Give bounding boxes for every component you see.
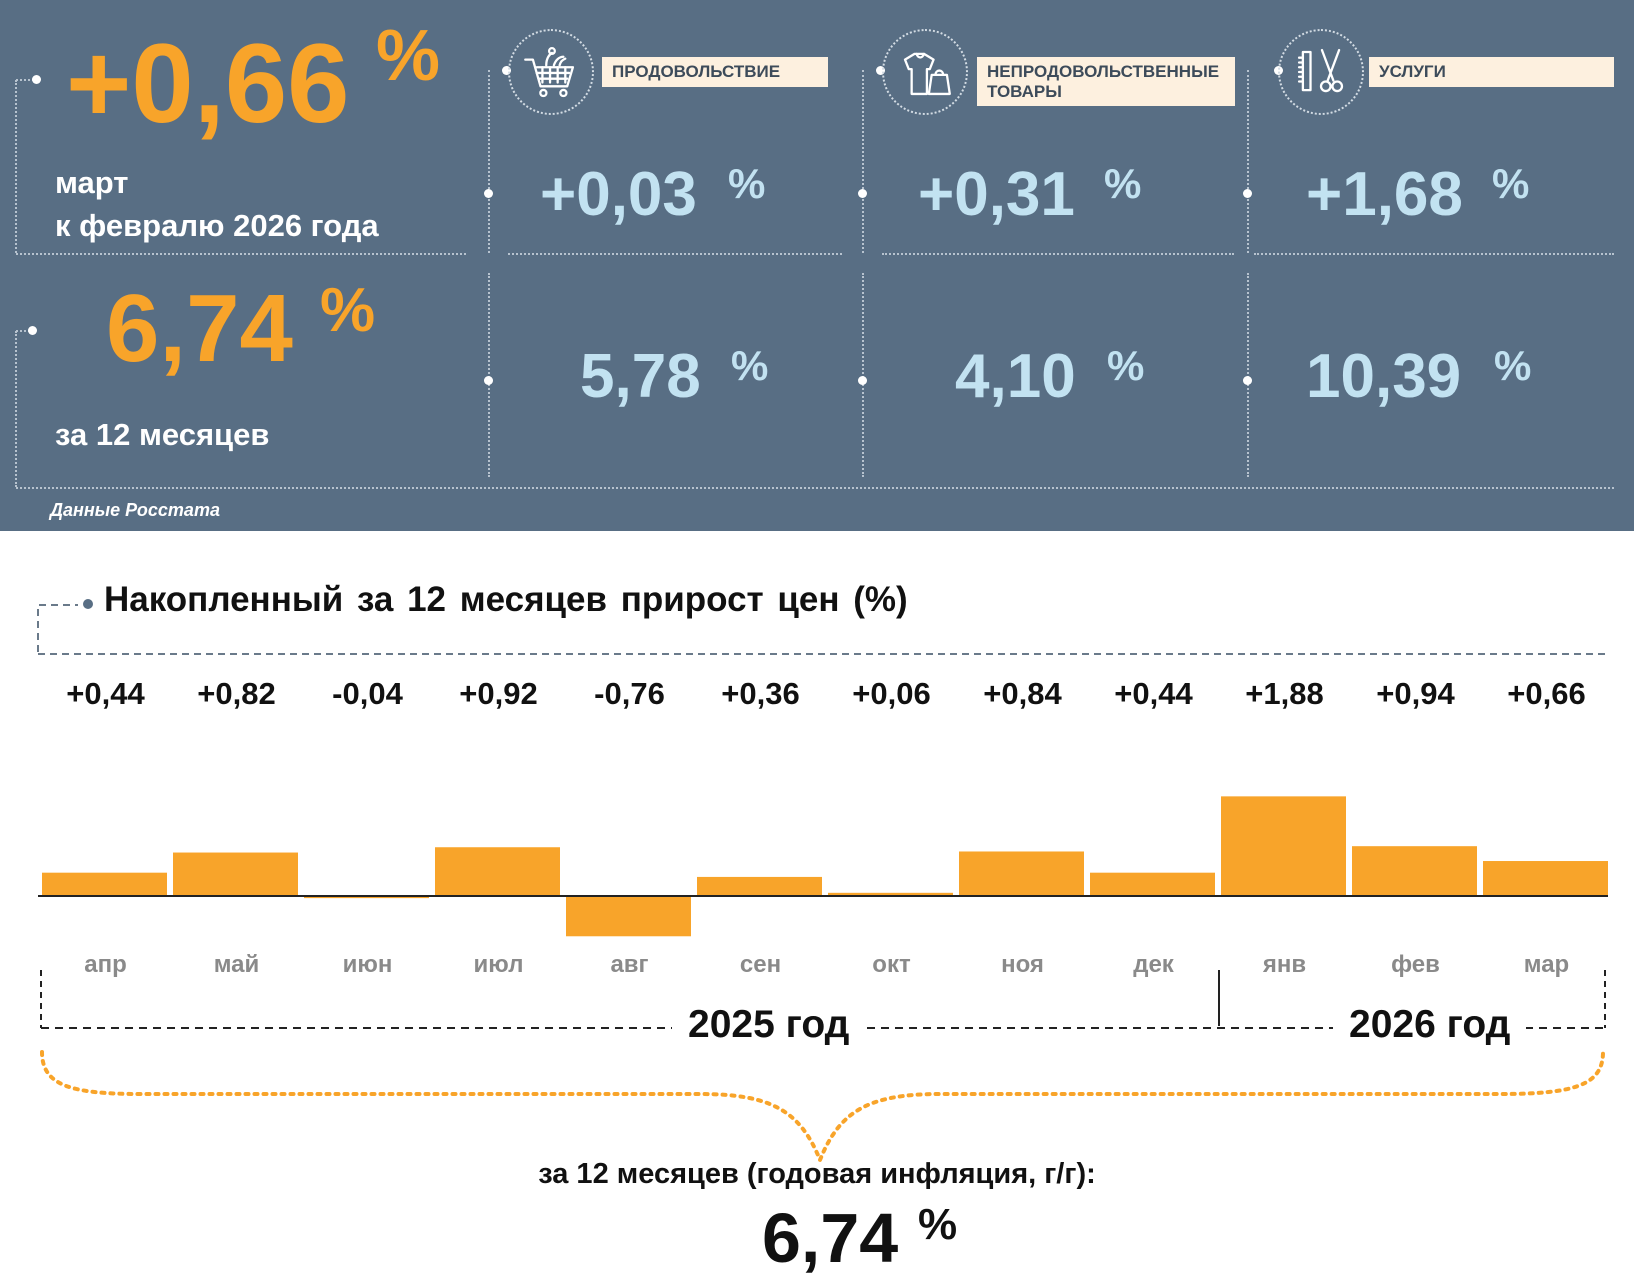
year-label-2025: 2025 год [672,1003,866,1047]
divider [15,80,17,253]
bullet-dot [484,189,493,198]
bullet-dot [1243,189,1252,198]
bar-янв [1221,796,1346,896]
food-annual-unit: % [731,342,769,389]
nonfood-monthly-unit: % [1104,160,1142,207]
nonfood-annual-value: 4,10 [955,342,1076,411]
nonfood-monthly-value: +0,31 [918,160,1075,229]
monthly-value: +0,66 [66,21,350,146]
divider [1247,273,1249,477]
shopping-cart-icon [508,29,594,115]
divider [16,487,1614,489]
annual-unit: % [320,276,376,345]
value-label-дек: +0,44 [1114,676,1193,711]
month-label-авг: авг [610,951,649,978]
value-label-мар: +0,66 [1507,676,1586,711]
month-label-ноя: ноя [1001,951,1044,978]
comb-scissors-icon [1278,29,1364,115]
value-label-окт: +0,06 [852,676,931,711]
divider [862,70,864,253]
divider [1247,70,1249,253]
bullet-dot [876,66,885,75]
services-monthly-value: +1,68 [1306,160,1463,229]
month-label-май: май [213,951,260,978]
services-annual-unit: % [1494,342,1532,389]
food-annual-value: 5,78 [580,342,701,411]
value-label-ноя: +0,84 [983,676,1062,711]
value-label-апр: +0,44 [66,676,145,711]
bar-май [173,852,298,896]
bullet-dot [28,326,37,335]
category-label-services: услуги [1369,57,1614,87]
month-label-июн: июн [342,951,393,978]
value-label-янв: +1,88 [1245,676,1324,711]
bar-июн [304,896,429,899]
summary-brace [40,1050,1605,1166]
divider [15,331,17,487]
bullet-dot [858,376,867,385]
value-label-фев: +0,94 [1376,676,1455,711]
divider [488,273,490,477]
source-note: Данные Росстата [50,500,220,520]
divider [488,70,490,253]
value-label-сен: +0,36 [721,676,800,711]
month-label-окт: окт [872,951,911,978]
bullet-dot [484,376,493,385]
divider [16,330,34,332]
annual-inflation-value: 6,74 [762,1199,899,1277]
bullet-dot [1243,376,1252,385]
divider [882,253,1234,255]
bar-дек [1090,872,1215,896]
bar-сен [697,876,822,896]
annual-caption: за 12 месяцев [55,417,270,452]
month-label-июл: июл [473,951,524,978]
annual-value: 6,74 [106,275,293,382]
title-connector [37,604,78,652]
bar-ноя [959,851,1084,896]
annual-inflation-unit: % [918,1200,958,1249]
category-label-food: продовольствие [602,57,828,87]
bar-авг [566,896,691,937]
bullet-dot [502,66,511,75]
month-label-фев: фев [1391,951,1440,978]
category-label-nonfood: непродовольственные товары [977,57,1235,107]
services-monthly-unit: % [1492,160,1530,207]
bullet-dot [858,189,867,198]
bar-мар [1483,861,1608,896]
bar-июл [435,847,560,896]
clothing-bag-icon [882,29,968,115]
divider [862,273,864,477]
month-label-янв: янв [1262,951,1307,978]
divider [16,79,34,81]
value-label-июн: -0,04 [332,676,403,711]
chart-title: Накопленный за 12 месяцев прирост цен (%… [104,580,908,619]
bar-фев [1352,846,1477,896]
bullet-dot [32,75,41,84]
monthly-caption-line2: к февралю 2026 года [55,208,379,243]
services-annual-value: 10,39 [1306,342,1462,411]
divider [1254,253,1614,255]
summary-panel: +0,66 % март к февралю 2026 года 6,74 % … [0,0,1634,531]
annual-inflation-caption: за 12 месяцев (годовая инфляция, г/г): [538,1158,1096,1190]
value-label-июл: +0,92 [459,676,538,711]
monthly-unit: % [376,16,441,96]
month-label-дек: дек [1133,951,1174,978]
divider [16,253,466,255]
bar-апр [42,872,167,896]
month-label-мар: мар [1523,951,1570,978]
food-monthly-value: +0,03 [540,160,697,229]
month-label-сен: сен [739,951,782,978]
month-label-апр: апр [84,951,127,978]
monthly-caption-line1: март [55,165,129,200]
value-label-май: +0,82 [197,676,276,711]
year-label-2026: 2026 год [1333,1003,1527,1047]
food-monthly-unit: % [728,160,766,207]
bar-окт [828,892,953,896]
value-label-авг: -0,76 [594,676,665,711]
title-bullet [83,599,93,609]
divider [508,253,842,255]
nonfood-annual-unit: % [1107,342,1145,389]
